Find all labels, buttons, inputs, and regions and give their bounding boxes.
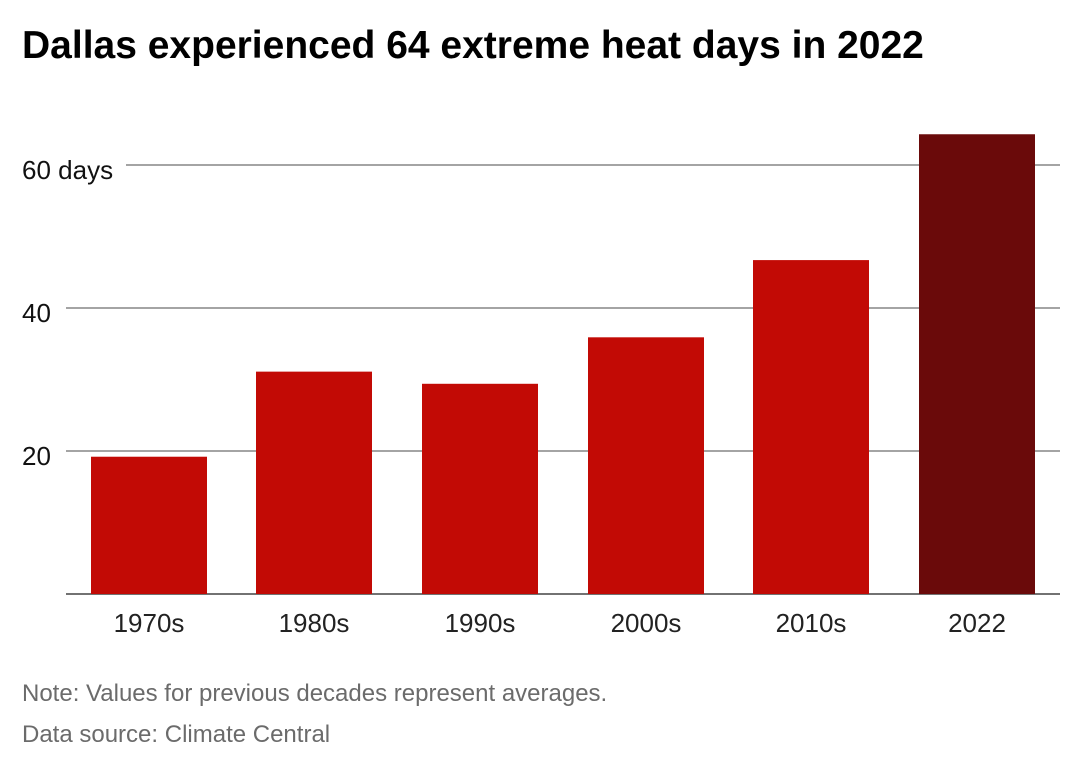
y-tick-label: 20 (22, 441, 51, 471)
bar-2000s (588, 337, 704, 594)
gridlines (66, 164, 1060, 595)
x-tick-label: 1970s (114, 608, 185, 638)
tick-labels: 20 40 60 days 1970s 1980s 1990s 2000s 2010s 2022 (22, 155, 1006, 638)
x-tick-label: 2010s (776, 608, 847, 638)
data-source: Data source: Climate Central (22, 721, 331, 748)
bar-2022 (919, 134, 1035, 594)
bar-1980s (256, 371, 372, 594)
y-tick-label: 60 days (22, 155, 113, 185)
x-tick-label: 1990s (445, 608, 516, 638)
bar-2010s (753, 260, 869, 594)
chart-title: Dallas experienced 64 extreme heat days … (22, 24, 924, 67)
x-tick-label: 2000s (611, 608, 682, 638)
bars (91, 134, 1035, 594)
bar-1990s (422, 383, 538, 594)
chart-note: Note: Values for previous decades repres… (22, 680, 608, 707)
x-tick-label: 2022 (948, 608, 1006, 638)
y-tick-label: 40 (22, 298, 51, 328)
bar-1970s (91, 456, 207, 594)
x-tick-label: 1980s (279, 608, 350, 638)
